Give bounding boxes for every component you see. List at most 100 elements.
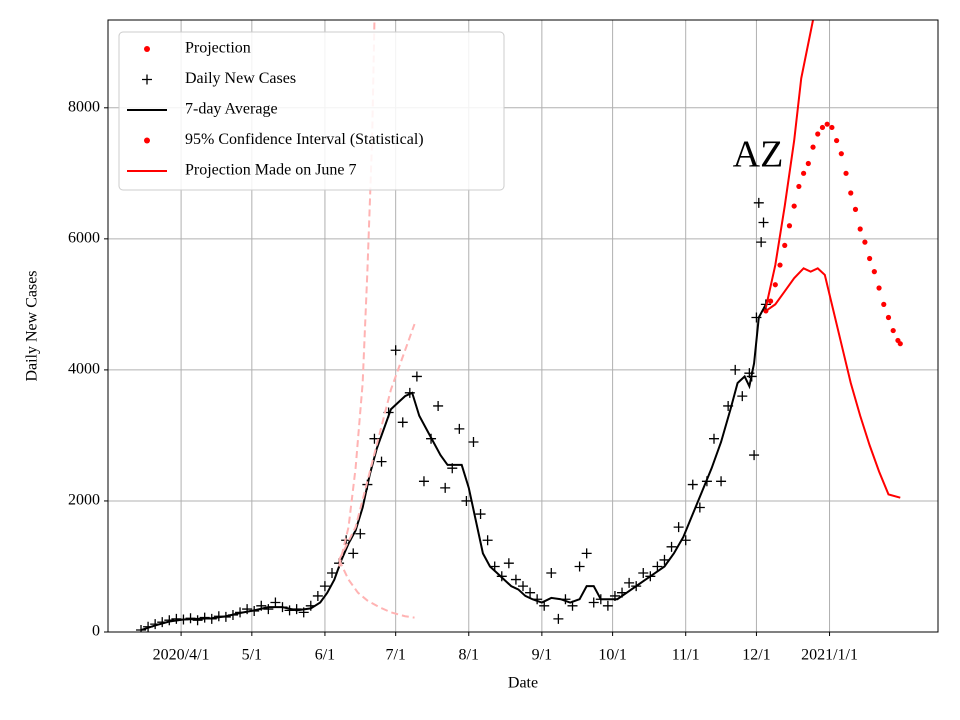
series-line (338, 559, 415, 619)
case-marker (525, 587, 536, 598)
projection-dot (881, 301, 887, 307)
projection-dot (876, 285, 882, 291)
case-marker (673, 522, 684, 533)
projection-dot (871, 269, 877, 275)
case-marker (312, 590, 323, 601)
projection-dot (867, 255, 873, 262)
x-tick-label: 2020/4/1 (153, 647, 210, 664)
case-marker (730, 364, 741, 375)
case-marker (348, 548, 359, 559)
series-line (764, 20, 815, 308)
case-marker (263, 604, 274, 615)
projection-dot (786, 223, 793, 229)
x-tick-label: 2021/1/1 (801, 647, 858, 664)
projection-dot (852, 206, 859, 212)
case-marker (411, 371, 422, 382)
case-marker (737, 391, 748, 402)
projection-dot (848, 190, 854, 196)
x-axis-label: Date (508, 675, 538, 692)
case-marker (461, 495, 472, 506)
case-marker (397, 417, 408, 428)
y-tick-label: 0 (92, 623, 100, 640)
projection-dot (772, 282, 778, 288)
case-marker (687, 479, 698, 490)
projection-dot (838, 151, 844, 157)
y-axis-label: Daily New Cases (24, 270, 41, 381)
case-marker (136, 625, 147, 632)
case-marker (355, 528, 366, 539)
x-tick-label: 9/1 (532, 647, 552, 664)
legend-marker (142, 74, 152, 85)
projection-dot (796, 183, 802, 190)
case-marker (418, 476, 429, 487)
projection-dot (810, 144, 816, 150)
case-marker (666, 541, 677, 552)
legend-label: 95% Confidence Interval (Statistical) (185, 131, 424, 148)
case-marker (440, 482, 451, 493)
projection-dot (862, 239, 868, 245)
projection-dot (800, 170, 807, 176)
x-tick-label: 8/1 (459, 647, 479, 664)
legend-label: Projection (185, 40, 251, 57)
legend-label: 7-day Average (185, 101, 278, 118)
case-marker (758, 217, 769, 228)
projection-dot (782, 242, 788, 249)
plot-frame (107, 19, 939, 633)
plot-area (136, 20, 903, 632)
case-marker (482, 535, 493, 546)
series-line (338, 323, 416, 561)
case-marker (518, 581, 528, 592)
legend-marker (144, 46, 150, 52)
case-marker (574, 561, 585, 572)
case-marker (602, 600, 613, 611)
case-marker (171, 613, 182, 624)
case-marker (553, 613, 564, 624)
projection-dot (829, 124, 835, 131)
annotation: AZ (733, 134, 784, 176)
projection-dot (857, 226, 863, 232)
case-marker (454, 423, 465, 434)
series-line (765, 267, 901, 499)
y-tick-label: 6000 (68, 230, 100, 247)
case-marker (708, 433, 719, 444)
case-marker (588, 597, 599, 608)
x-tick-label: 11/1 (672, 647, 700, 664)
projection-dot (819, 124, 826, 131)
case-marker (716, 476, 727, 487)
y-tick-label: 8000 (68, 98, 100, 115)
case-marker (756, 237, 767, 248)
case-marker (319, 581, 330, 592)
series-line (140, 303, 767, 631)
projection-dot (805, 160, 811, 167)
case-marker (327, 568, 338, 579)
projection-dot (885, 314, 892, 321)
x-tick-label: 6/1 (315, 647, 335, 664)
x-tick-label: 12/1 (742, 647, 770, 664)
case-marker (546, 568, 557, 579)
projection-dot (834, 137, 840, 144)
case-marker (510, 574, 521, 585)
case-marker (753, 197, 764, 208)
projection-dot (815, 131, 821, 137)
projection-dot (890, 327, 896, 334)
case-marker (659, 554, 670, 565)
case-marker (749, 450, 760, 461)
case-marker (270, 597, 281, 608)
projection-dot (777, 262, 783, 268)
case-marker (390, 345, 401, 356)
x-tick-label: 10/1 (598, 647, 626, 664)
legend-label: Projection Made on June 7 (185, 162, 357, 179)
case-marker (475, 509, 486, 520)
case-marker (192, 615, 203, 626)
y-tick-label: 4000 (68, 361, 100, 378)
case-marker (581, 548, 592, 559)
projection-dot (843, 170, 849, 176)
projection-dot (824, 121, 830, 127)
legend-marker (144, 137, 150, 144)
case-marker (638, 568, 649, 579)
x-tick-label: 7/1 (385, 647, 405, 664)
case-marker (652, 561, 663, 572)
x-tick-label: 5/1 (242, 647, 262, 664)
legend-label: Daily New Cases (185, 70, 296, 87)
case-marker (503, 558, 514, 569)
